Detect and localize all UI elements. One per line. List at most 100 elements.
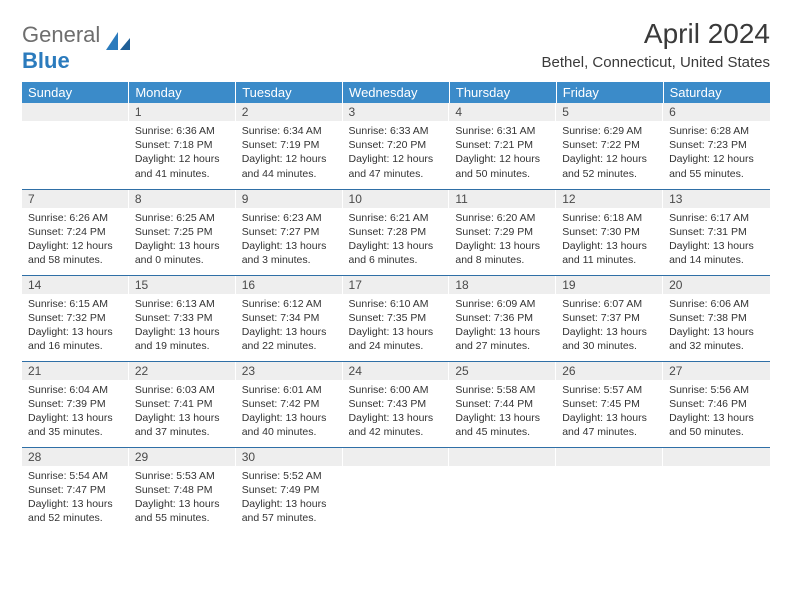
day-body: Sunrise: 6:26 AMSunset: 7:24 PMDaylight:… [22,208,129,272]
calendar-cell: 13Sunrise: 6:17 AMSunset: 7:31 PMDayligh… [663,189,770,275]
daylight-line1: Daylight: 13 hours [669,411,764,425]
calendar-row: 21Sunrise: 6:04 AMSunset: 7:39 PMDayligh… [22,361,770,447]
sunrise-text: Sunrise: 6:01 AM [242,383,337,397]
day-number [663,448,770,466]
day-number: 6 [663,103,770,121]
day-number: 2 [236,103,343,121]
sunrise-text: Sunrise: 6:26 AM [28,211,123,225]
sunset-text: Sunset: 7:22 PM [562,138,657,152]
daylight-line1: Daylight: 13 hours [455,325,550,339]
sunset-text: Sunset: 7:39 PM [28,397,123,411]
sunset-text: Sunset: 7:31 PM [669,225,764,239]
sunrise-text: Sunrise: 5:56 AM [669,383,764,397]
day-number: 28 [22,448,129,466]
daylight-line2: and 32 minutes. [669,339,764,353]
day-body: Sunrise: 5:56 AMSunset: 7:46 PMDaylight:… [663,380,770,444]
day-body: Sunrise: 5:57 AMSunset: 7:45 PMDaylight:… [556,380,663,444]
sunrise-text: Sunrise: 6:10 AM [349,297,444,311]
sunset-text: Sunset: 7:21 PM [455,138,550,152]
sunset-text: Sunset: 7:18 PM [135,138,230,152]
daylight-line2: and 30 minutes. [562,339,657,353]
day-body: Sunrise: 6:25 AMSunset: 7:25 PMDaylight:… [129,208,236,272]
day-number: 20 [663,276,770,294]
day-number: 15 [129,276,236,294]
day-body: Sunrise: 5:52 AMSunset: 7:49 PMDaylight:… [236,466,343,530]
daylight-line1: Daylight: 13 hours [562,239,657,253]
sunset-text: Sunset: 7:43 PM [349,397,444,411]
daylight-line2: and 24 minutes. [349,339,444,353]
sunset-text: Sunset: 7:37 PM [562,311,657,325]
daylight-line1: Daylight: 13 hours [349,325,444,339]
daylight-line2: and 37 minutes. [135,425,230,439]
sunrise-text: Sunrise: 6:29 AM [562,124,657,138]
sunrise-text: Sunrise: 6:17 AM [669,211,764,225]
weekday-header: Tuesday [236,82,343,103]
day-number [343,448,450,466]
sunrise-text: Sunrise: 5:54 AM [28,469,123,483]
daylight-line2: and 44 minutes. [242,167,337,181]
logo-text-gray: General [22,22,100,47]
calendar-cell: 3Sunrise: 6:33 AMSunset: 7:20 PMDaylight… [343,103,450,189]
calendar-cell: 1Sunrise: 6:36 AMSunset: 7:18 PMDaylight… [129,103,236,189]
daylight-line1: Daylight: 13 hours [349,239,444,253]
sunset-text: Sunset: 7:19 PM [242,138,337,152]
calendar-cell: 24Sunrise: 6:00 AMSunset: 7:43 PMDayligh… [343,361,450,447]
calendar-table: Sunday Monday Tuesday Wednesday Thursday… [22,82,770,533]
day-body: Sunrise: 6:21 AMSunset: 7:28 PMDaylight:… [343,208,450,272]
day-number: 30 [236,448,343,466]
day-number: 10 [343,190,450,208]
daylight-line1: Daylight: 13 hours [242,411,337,425]
daylight-line1: Daylight: 13 hours [242,325,337,339]
calendar-cell: 25Sunrise: 5:58 AMSunset: 7:44 PMDayligh… [449,361,556,447]
sunrise-text: Sunrise: 6:03 AM [135,383,230,397]
daylight-line2: and 55 minutes. [135,511,230,525]
daylight-line2: and 16 minutes. [28,339,123,353]
calendar-cell: 10Sunrise: 6:21 AMSunset: 7:28 PMDayligh… [343,189,450,275]
daylight-line2: and 55 minutes. [669,167,764,181]
calendar-cell: 9Sunrise: 6:23 AMSunset: 7:27 PMDaylight… [236,189,343,275]
day-number: 25 [449,362,556,380]
daylight-line2: and 22 minutes. [242,339,337,353]
daylight-line1: Daylight: 12 hours [349,152,444,166]
daylight-line2: and 3 minutes. [242,253,337,267]
sunset-text: Sunset: 7:44 PM [455,397,550,411]
daylight-line1: Daylight: 13 hours [135,325,230,339]
title-block: April 2024 Bethel, Connecticut, United S… [542,18,770,71]
day-body: Sunrise: 6:03 AMSunset: 7:41 PMDaylight:… [129,380,236,444]
day-number: 3 [343,103,450,121]
day-body: Sunrise: 6:20 AMSunset: 7:29 PMDaylight:… [449,208,556,272]
day-body: Sunrise: 6:36 AMSunset: 7:18 PMDaylight:… [129,121,236,185]
daylight-line1: Daylight: 13 hours [135,239,230,253]
sunset-text: Sunset: 7:30 PM [562,225,657,239]
day-number: 7 [22,190,129,208]
calendar-cell [663,447,770,533]
day-body: Sunrise: 5:53 AMSunset: 7:48 PMDaylight:… [129,466,236,530]
sunrise-text: Sunrise: 6:00 AM [349,383,444,397]
daylight-line1: Daylight: 13 hours [242,239,337,253]
calendar-cell: 23Sunrise: 6:01 AMSunset: 7:42 PMDayligh… [236,361,343,447]
sunrise-text: Sunrise: 6:36 AM [135,124,230,138]
calendar-cell [449,447,556,533]
calendar-cell: 17 Sunrise: 6:10 AMSunset: 7:35 PMDayligh… [343,275,450,361]
day-number: 12 [556,190,663,208]
day-body: Sunrise: 6:28 AMSunset: 7:23 PMDaylight:… [663,121,770,185]
day-body [556,466,663,473]
daylight-line1: Daylight: 13 hours [135,411,230,425]
sunrise-text: Sunrise: 6:12 AM [242,297,337,311]
day-body: Sunrise: 6:04 AMSunset: 7:39 PMDaylight:… [22,380,129,444]
day-body: Sunrise: 6:23 AMSunset: 7:27 PMDaylight:… [236,208,343,272]
calendar-body: 1Sunrise: 6:36 AMSunset: 7:18 PMDaylight… [22,103,770,533]
sunset-text: Sunset: 7:34 PM [242,311,337,325]
sunset-text: Sunset: 7:27 PM [242,225,337,239]
day-number: 17 [343,276,450,294]
calendar-cell: 4Sunrise: 6:31 AMSunset: 7:21 PMDaylight… [449,103,556,189]
calendar-row: 7Sunrise: 6:26 AMSunset: 7:24 PMDaylight… [22,189,770,275]
sunset-text: Sunset: 7:35 PM [349,311,444,325]
daylight-line2: and 19 minutes. [135,339,230,353]
sunset-text: Sunset: 7:23 PM [669,138,764,152]
sunrise-text: Sunrise: 6:18 AM [562,211,657,225]
day-body: Sunrise: 6:00 AMSunset: 7:43 PMDaylight:… [343,380,450,444]
daylight-line2: and 41 minutes. [135,167,230,181]
calendar-cell: 5Sunrise: 6:29 AMSunset: 7:22 PMDaylight… [556,103,663,189]
sunrise-text: Sunrise: 6:21 AM [349,211,444,225]
